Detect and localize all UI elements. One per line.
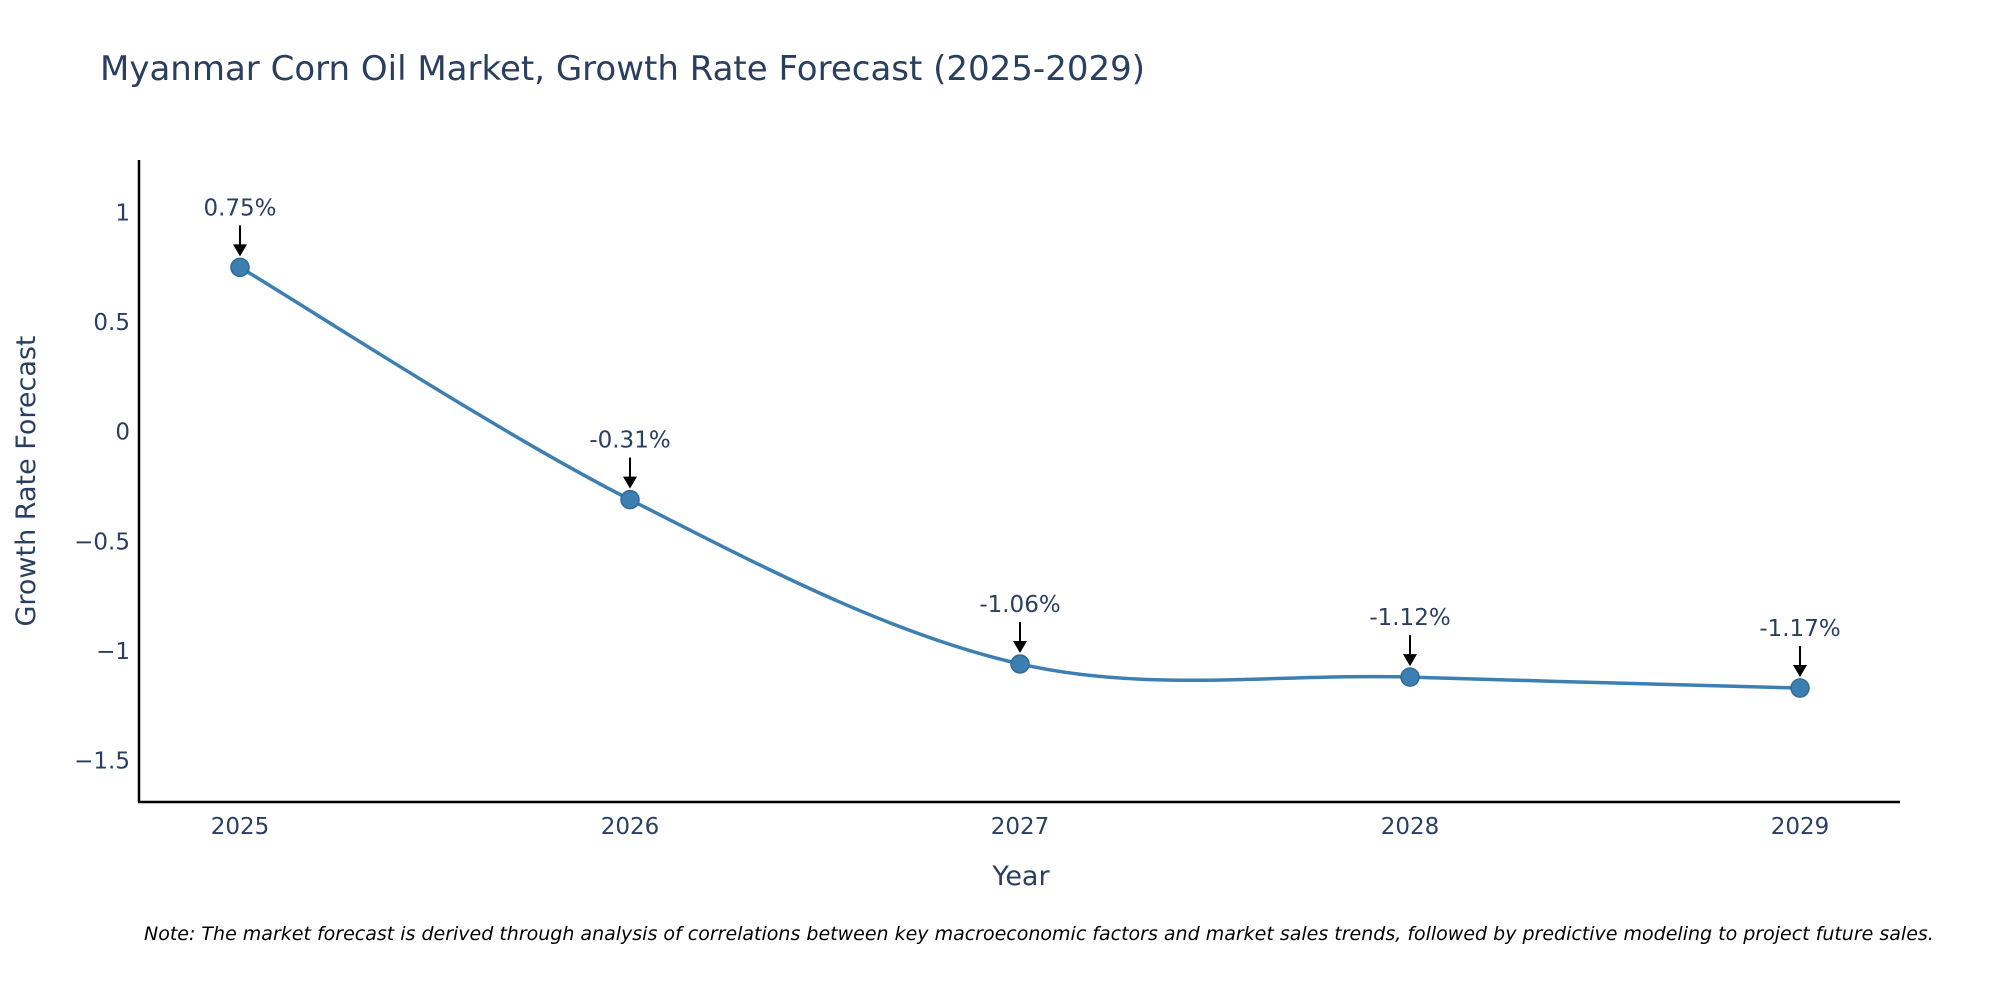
data-label: -1.17% [1759,616,1840,642]
data-point-marker [620,489,640,510]
x-axis-title: Year [991,861,1050,892]
footnote: Note: The market forecast is derived thr… [144,923,1934,945]
annotation-group: 0.75% -0.31% -1.06% -1.12% -1.17% [203,195,1841,678]
y-tick-label: −1 [96,639,130,665]
data-point-marker [1790,678,1810,698]
data-label: 0.75% [203,195,276,221]
chart-title: Myanmar Corn Oil Market, Growth Rate For… [100,49,1145,89]
marker-group [230,257,1810,698]
x-tick-label: 2028 [1381,814,1440,840]
x-tick-label: 2025 [211,814,270,840]
x-tick-group: 2025 2026 2027 2028 2029 [211,814,1830,840]
y-tick-label: 1 [115,201,130,227]
series-line [239,265,1801,690]
y-tick-group: 1 0.5 0 −0.5 −1 −1.5 [74,201,130,775]
data-label: -0.31% [589,428,670,454]
y-axis-title: Growth Rate Forecast [11,335,42,626]
data-label: -1.06% [979,592,1060,618]
annotation-arrowhead [623,476,637,489]
annotation-arrowhead [1793,665,1807,678]
x-tick-label: 2027 [991,814,1050,840]
annotation-arrowhead [233,244,247,257]
annotation-arrowhead [1403,654,1417,667]
annotation-arrowhead [1013,640,1027,653]
y-tick-label: 0 [115,420,130,446]
data-point-marker [1010,654,1030,674]
data-label: -1.12% [1369,605,1450,631]
x-tick-label: 2026 [601,814,660,840]
y-tick-label: 0.5 [93,310,130,336]
y-tick-label: −1.5 [74,748,130,774]
x-tick-label: 2029 [1771,814,1830,840]
data-point-marker [1400,667,1420,687]
plot-area: 1 0.5 0 −0.5 −1 −1.5 2025 2026 2027 2028 2029 0.7… [74,160,1900,840]
y-tick-label: −0.5 [74,529,130,555]
data-point-marker [230,257,250,278]
